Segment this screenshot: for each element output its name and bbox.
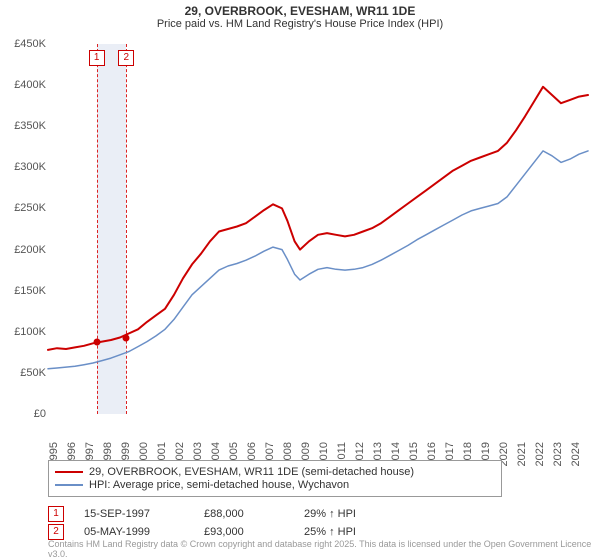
sale-num: 1 [48,506,64,522]
sale-dot [123,334,130,341]
y-tick: £250K [2,202,46,214]
attribution: Contains HM Land Registry data © Crown c… [48,540,600,560]
legend-item: HPI: Average price, semi-detached house,… [55,479,495,491]
y-tick: £100K [2,326,46,338]
title-line2: Price paid vs. HM Land Registry's House … [0,18,600,30]
legend-swatch [55,471,83,473]
sale-pct: 29% ↑ HPI [304,508,394,520]
x-tick: 2023 [552,442,564,466]
title-line1: 29, OVERBROOK, EVESHAM, WR11 1DE [0,4,600,18]
sale-num: 2 [48,524,64,540]
x-tick: 2024 [570,442,582,466]
sale-price: £88,000 [204,508,284,520]
y-tick: £350K [2,120,46,132]
sale-date: 05-MAY-1999 [84,526,184,538]
y-tick: £150K [2,285,46,297]
sale-price: £93,000 [204,526,284,538]
y-tick: £300K [2,161,46,173]
series-line [48,87,588,350]
y-tick: £400K [2,79,46,91]
legend: 29, OVERBROOK, EVESHAM, WR11 1DE (semi-d… [48,460,502,497]
legend-swatch [55,484,83,486]
chart-area: 12 £0£50K£100K£150K£200K£250K£300K£350K£… [48,44,588,414]
x-tick: 2022 [534,442,546,466]
y-tick: £50K [2,367,46,379]
y-tick: £450K [2,38,46,50]
legend-item: 29, OVERBROOK, EVESHAM, WR11 1DE (semi-d… [55,466,495,478]
x-tick: 2021 [516,442,528,466]
legend-label: HPI: Average price, semi-detached house,… [89,479,349,491]
legend-label: 29, OVERBROOK, EVESHAM, WR11 1DE (semi-d… [89,466,414,478]
y-tick: £0 [2,408,46,420]
sale-dot [93,338,100,345]
sale-row: 1 15-SEP-1997 £88,000 29% ↑ HPI [48,506,394,522]
sale-row: 2 05-MAY-1999 £93,000 25% ↑ HPI [48,524,394,540]
sales-table: 1 15-SEP-1997 £88,000 29% ↑ HPI 2 05-MAY-1999… [48,504,394,542]
chart-title: 29, OVERBROOK, EVESHAM, WR11 1DE Price p… [0,0,600,32]
sale-date: 15-SEP-1997 [84,508,184,520]
plot-svg [48,44,588,414]
sale-pct: 25% ↑ HPI [304,526,394,538]
y-tick: £200K [2,244,46,256]
